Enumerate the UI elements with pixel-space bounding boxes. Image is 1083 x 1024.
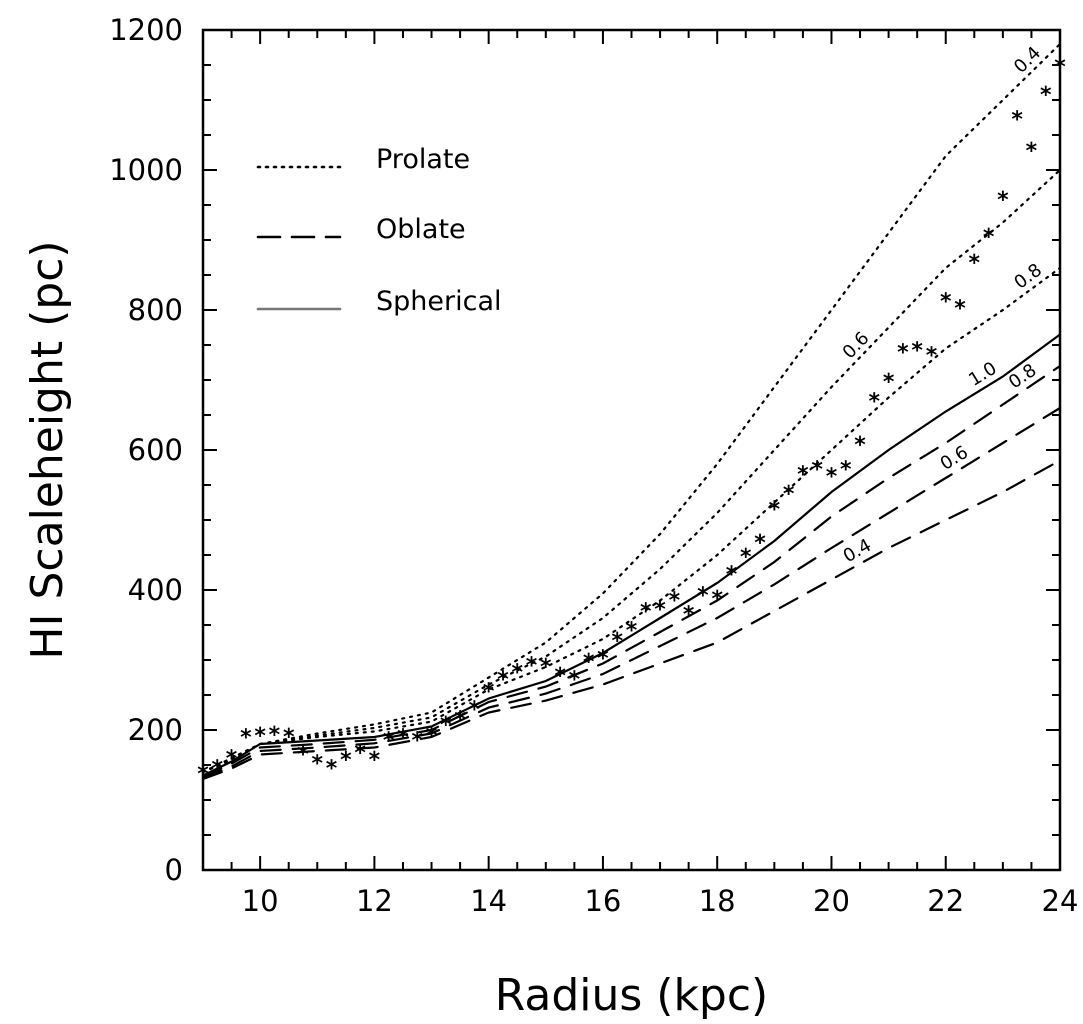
curve-label-oblate: 0.6 bbox=[937, 442, 972, 475]
observation-point: * bbox=[854, 433, 866, 458]
observation-point: * bbox=[426, 724, 438, 749]
y-tick-label: 0 bbox=[165, 853, 183, 887]
observation-point: * bbox=[411, 728, 423, 753]
observation-point: * bbox=[597, 647, 609, 672]
observation-point: * bbox=[1011, 108, 1023, 133]
legend-label-prolate: Prolate bbox=[376, 144, 470, 175]
observation-point: * bbox=[369, 748, 381, 773]
observation-point: * bbox=[711, 587, 723, 612]
observation-point: * bbox=[554, 664, 566, 689]
observation-point: * bbox=[883, 370, 895, 395]
observation-point: * bbox=[326, 756, 338, 781]
observation-point: * bbox=[469, 698, 481, 723]
observation-point: * bbox=[997, 188, 1009, 213]
observed-points: * * ** * * ** * * * * ** * * * * * ** * * * * * ** ** ** * *** ****… bbox=[197, 55, 1066, 787]
observation-point: * bbox=[240, 726, 252, 751]
observation-point: * bbox=[526, 654, 538, 679]
y-axis-label: HI Scaleheight (pc) bbox=[22, 240, 73, 659]
legend: Prolate Oblate Spherical bbox=[256, 144, 502, 317]
curve-spherical-1-0 bbox=[201, 333, 1062, 777]
observation-point: * bbox=[983, 225, 995, 250]
observation-point: * bbox=[540, 655, 552, 680]
curve-prolate-0-6 bbox=[201, 168, 1062, 774]
observation-point: * bbox=[383, 728, 395, 753]
observation-point: * bbox=[811, 458, 823, 483]
observation-point: * bbox=[697, 584, 709, 609]
observation-point: * bbox=[440, 713, 452, 738]
observation-point: * bbox=[869, 390, 881, 415]
observation-point: * bbox=[312, 752, 324, 777]
y-tick-label: 600 bbox=[128, 433, 183, 467]
observation-point: * bbox=[269, 723, 281, 748]
curve-label-prolate: 0.6 bbox=[839, 328, 874, 363]
x-tick-label: 18 bbox=[699, 884, 736, 918]
tick-labels: 10 12 14 16 18 20 22 24 0 200 400 600 800 1000 1200 bbox=[109, 13, 1078, 918]
x-tick-label: 16 bbox=[584, 884, 621, 918]
curve-label-prolate: 0.8 bbox=[1010, 260, 1046, 294]
observation-point: * bbox=[726, 563, 738, 588]
observation-point: * bbox=[926, 343, 938, 368]
observation-point: * bbox=[740, 545, 752, 570]
observation-point: * bbox=[683, 602, 695, 627]
observation-point: * bbox=[1040, 83, 1052, 108]
curve-oblate-0-6 bbox=[201, 406, 1062, 780]
x-tick-label: 10 bbox=[242, 884, 279, 918]
y-tick-label: 800 bbox=[128, 293, 183, 327]
curve-label-oblate: 0.4 bbox=[840, 535, 875, 567]
observation-point: * bbox=[454, 707, 466, 732]
x-tick-label: 12 bbox=[356, 884, 393, 918]
observation-point: * bbox=[669, 588, 681, 613]
x-axis-label: Radius (kpc) bbox=[495, 970, 768, 1021]
observation-point: * bbox=[611, 629, 623, 654]
curve-label-oblate: 0.8 bbox=[1005, 360, 1040, 393]
model-curves bbox=[201, 42, 1062, 781]
observation-point: * bbox=[754, 531, 766, 556]
observation-point: * bbox=[897, 341, 909, 366]
observation-point: * bbox=[769, 497, 781, 522]
observation-point: * bbox=[840, 458, 852, 483]
observation-point: * bbox=[1026, 139, 1038, 164]
observation-point: * bbox=[226, 747, 238, 772]
observation-point: * bbox=[826, 465, 838, 490]
observation-point: * bbox=[354, 741, 366, 766]
curve-prolate-0-8 bbox=[201, 266, 1062, 774]
observation-point: * bbox=[569, 668, 581, 693]
curve-oblate-0-8 bbox=[201, 364, 1062, 778]
x-tick-label: 24 bbox=[1042, 884, 1079, 918]
observation-point: * bbox=[483, 679, 495, 704]
observation-point: * bbox=[340, 748, 352, 773]
observation-point: * bbox=[397, 726, 409, 751]
y-tick-label: 200 bbox=[128, 713, 183, 747]
x-tick-label: 20 bbox=[813, 884, 850, 918]
observation-point: * bbox=[254, 724, 266, 749]
y-tick-label: 1200 bbox=[109, 13, 183, 47]
x-tick-label: 14 bbox=[470, 884, 507, 918]
observation-point: * bbox=[940, 290, 952, 315]
curve-oblate-0-4 bbox=[201, 459, 1062, 781]
y-tick-label: 400 bbox=[128, 573, 183, 607]
observation-point: * bbox=[511, 661, 523, 686]
x-tick-label: 22 bbox=[927, 884, 964, 918]
observation-point: * bbox=[297, 742, 309, 767]
y-tick-label: 1000 bbox=[109, 153, 183, 187]
observation-point: * bbox=[583, 650, 595, 675]
legend-label-spherical: Spherical bbox=[376, 286, 502, 317]
curve-prolate-0-4 bbox=[201, 42, 1062, 774]
observation-point: * bbox=[797, 462, 809, 487]
observation-point: * bbox=[783, 482, 795, 507]
observation-point: * bbox=[497, 668, 509, 693]
curve-label-prolate: 0.4 bbox=[1010, 43, 1045, 78]
observation-point: * bbox=[212, 756, 224, 781]
curve-label-spherical: 1.0 bbox=[965, 358, 1000, 391]
observation-point: * bbox=[654, 598, 666, 623]
observation-point: * bbox=[640, 600, 652, 625]
observation-point: * bbox=[283, 725, 295, 750]
observation-point: * bbox=[969, 251, 981, 276]
observation-point: * bbox=[626, 619, 638, 644]
axis-ticks bbox=[202, 29, 1061, 871]
observation-point: * bbox=[954, 297, 966, 322]
observation-point: * bbox=[911, 339, 923, 364]
legend-label-oblate: Oblate bbox=[376, 214, 466, 245]
